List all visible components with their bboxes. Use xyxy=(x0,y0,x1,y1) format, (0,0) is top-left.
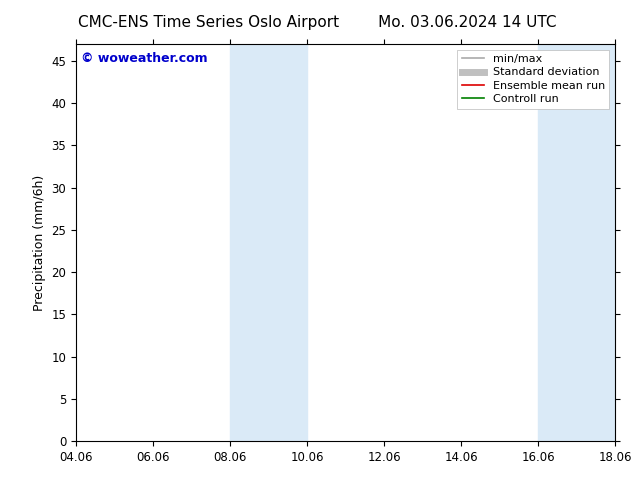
Text: CMC-ENS Time Series Oslo Airport        Mo. 03.06.2024 14 UTC: CMC-ENS Time Series Oslo Airport Mo. 03.… xyxy=(78,15,556,30)
Y-axis label: Precipitation (mm/6h): Precipitation (mm/6h) xyxy=(33,174,46,311)
Legend: min/max, Standard deviation, Ensemble mean run, Controll run: min/max, Standard deviation, Ensemble me… xyxy=(457,49,609,109)
Bar xyxy=(538,44,615,441)
Text: © woweather.com: © woweather.com xyxy=(81,52,208,65)
Bar xyxy=(230,44,307,441)
